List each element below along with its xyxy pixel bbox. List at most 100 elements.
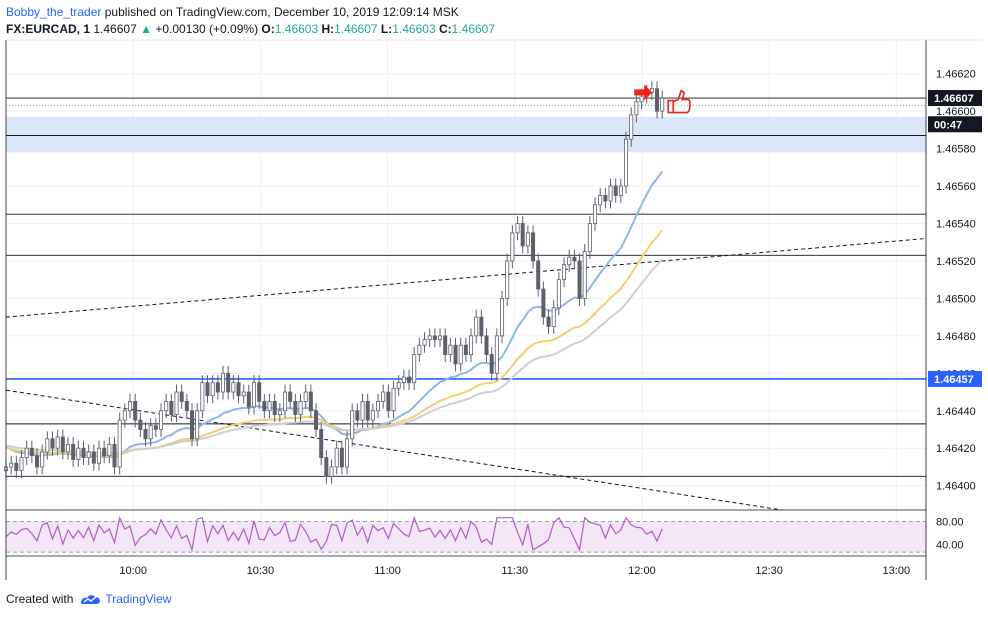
candle-body xyxy=(334,447,339,468)
candle-body xyxy=(479,316,484,337)
candle-body xyxy=(231,382,236,393)
price-tick-label: 1.46400 xyxy=(936,481,976,493)
candle-body xyxy=(634,101,639,116)
time-tick-label: 10:30 xyxy=(247,565,275,577)
candle-body xyxy=(412,354,417,384)
candle-body xyxy=(184,400,189,412)
candle-body xyxy=(215,382,220,393)
candle-body xyxy=(252,382,257,408)
candle-body xyxy=(76,447,81,460)
candle-body xyxy=(169,400,174,415)
price-tick-label: 1.46600 xyxy=(936,106,976,118)
candle-body xyxy=(277,410,282,415)
candle-body xyxy=(107,444,112,457)
candle-body xyxy=(458,344,463,365)
price-label-text: 1.46607 xyxy=(934,93,974,105)
candle-body xyxy=(541,288,546,318)
candle-body xyxy=(407,376,412,384)
price-tick-label: 1.46540 xyxy=(936,219,976,231)
candle-body xyxy=(148,425,153,440)
candle-body xyxy=(391,387,396,412)
rsi-tick-label: 80.00 xyxy=(936,517,964,529)
published-text: published on TradingView.com, December 1… xyxy=(104,5,459,19)
candle-body xyxy=(567,256,572,266)
price-label-box xyxy=(928,370,982,387)
candle-body xyxy=(531,232,536,262)
candle-body xyxy=(19,457,24,472)
candle-body xyxy=(66,444,71,453)
open-value: 1.46603 xyxy=(274,22,319,36)
candle-body xyxy=(556,279,561,309)
candle-body xyxy=(618,185,623,196)
candle-body xyxy=(143,429,148,440)
candle-body xyxy=(55,436,60,449)
candle-body xyxy=(608,185,613,202)
candle-body xyxy=(484,335,489,355)
candle-body xyxy=(324,457,329,477)
candle-body xyxy=(551,307,556,327)
candle-body xyxy=(29,447,34,457)
last-price: 1.46607 xyxy=(93,22,137,36)
candle-body xyxy=(40,451,45,468)
candle-body xyxy=(257,382,262,402)
candle-body xyxy=(474,316,479,337)
price-label-box xyxy=(928,116,982,133)
time-tick-label: 11:00 xyxy=(374,565,401,577)
candle-body xyxy=(97,447,102,464)
candle-body xyxy=(81,447,86,458)
price-label-text: 1.46457 xyxy=(934,374,974,386)
candle-body xyxy=(370,410,375,421)
candle-body xyxy=(308,391,313,412)
candle-body xyxy=(572,256,577,262)
price-tick-label: 1.46500 xyxy=(936,293,976,305)
candle-body xyxy=(500,298,505,337)
tradingview-brand[interactable]: TradingView xyxy=(105,592,172,606)
price-label-text: 00:47 xyxy=(934,119,962,131)
candle-body xyxy=(360,400,365,421)
candle-body xyxy=(236,382,241,397)
high-value: 1.46607 xyxy=(334,22,378,36)
candle-body xyxy=(205,382,210,397)
price-tick-label: 1.46560 xyxy=(936,181,976,193)
price-tick-label: 1.46620 xyxy=(936,69,976,81)
close-label: C: xyxy=(438,22,452,36)
price-tick-label: 1.46480 xyxy=(936,331,976,343)
author-link[interactable]: Bobby_the_trader xyxy=(6,5,102,19)
candle-body xyxy=(463,344,468,355)
candle-body xyxy=(267,400,272,412)
candle-body xyxy=(303,391,308,402)
candle-body xyxy=(660,97,665,112)
time-tick-label: 12:00 xyxy=(628,565,656,577)
time-tick-label: 10:00 xyxy=(119,565,147,577)
rsi-line xyxy=(5,515,663,553)
candle-body xyxy=(314,410,319,430)
symbol-name: FX:EURCAD, 1 xyxy=(6,22,91,36)
candle-body xyxy=(45,438,50,453)
candle-body xyxy=(35,455,40,468)
candle-body xyxy=(71,444,76,460)
candle-body xyxy=(117,419,122,468)
candle-body xyxy=(190,410,195,440)
candle-body xyxy=(401,376,406,384)
candle-body xyxy=(453,344,458,365)
candle-body xyxy=(505,260,510,299)
candle-body xyxy=(112,444,117,468)
candle-body xyxy=(469,335,474,355)
candle-body xyxy=(210,382,215,397)
candle-body xyxy=(515,223,520,234)
candle-body xyxy=(624,138,629,187)
candle-body xyxy=(365,400,370,421)
candle-body xyxy=(164,400,169,412)
support-zone xyxy=(6,116,926,153)
candle-body xyxy=(50,438,55,449)
candle-body xyxy=(438,335,443,341)
footer: Created with TradingView xyxy=(6,592,171,606)
open-label: O: xyxy=(261,22,275,36)
candle-body xyxy=(298,400,303,415)
candle-body xyxy=(159,410,164,430)
candle-body xyxy=(655,88,660,112)
candle-body xyxy=(603,195,608,202)
candle-body xyxy=(381,391,386,402)
candle-body xyxy=(562,264,567,281)
